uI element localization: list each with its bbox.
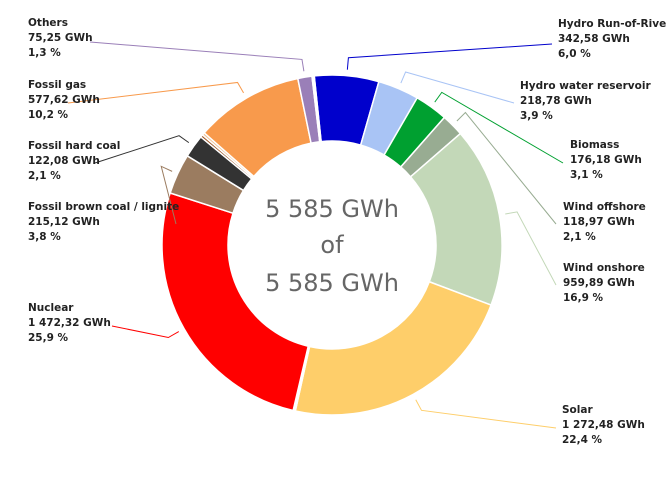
label-name: Biomass xyxy=(570,139,619,151)
label-wind-offshore: Wind offshore 118,97 GWh 2,1 % xyxy=(563,201,646,243)
label-percent-label: 2,1 % xyxy=(28,170,61,182)
label-value-label: 118,97 GWh xyxy=(563,216,635,228)
label-solar: Solar 1 272,48 GWh 22,4 % xyxy=(562,404,645,446)
label-percent-label: 1,3 % xyxy=(28,47,61,59)
label-name: Hydro water reservoir xyxy=(520,80,651,92)
leader-hydro-run-of-river xyxy=(346,43,553,70)
label-percent-label: 16,9 % xyxy=(563,292,604,304)
label-percent-label: 25,9 % xyxy=(28,332,69,344)
label-percent-label: 2,1 % xyxy=(563,231,596,243)
label-name: Wind offshore xyxy=(563,201,646,213)
label-name: Fossil brown coal / lignite xyxy=(28,201,179,213)
slice-solar[interactable] xyxy=(294,280,492,416)
label-name: Fossil gas xyxy=(28,79,86,91)
label-fossil-hard-coal: Fossil hard coal 122,08 GWh 2,1 % xyxy=(28,140,120,182)
label-name: Hydro Run-of-River xyxy=(558,18,667,30)
label-name: Wind onshore xyxy=(563,262,645,274)
leader-lines xyxy=(67,41,564,429)
label-others: Others 75,25 GWh 1,3 % xyxy=(28,17,93,59)
label-name: Fossil hard coal xyxy=(28,140,120,152)
center-total-line: 5 585 GWh xyxy=(265,195,399,223)
leader-hydro-water-reservoir xyxy=(400,71,515,104)
slice-labels: Hydro Run-of-River 342,58 GWh 6,0 % Hydro w… xyxy=(28,17,667,446)
leader-fossil-gas xyxy=(67,81,245,104)
label-percent-label: 10,2 % xyxy=(28,109,69,121)
label-value-label: 215,12 GWh xyxy=(28,216,100,228)
label-fossil-brown-coal-lignite: Fossil brown coal / lignite 215,12 GWh 3,8… xyxy=(28,201,179,243)
label-percent-label: 3,9 % xyxy=(520,110,553,122)
label-percent-label: 3,8 % xyxy=(28,231,61,243)
leader-nuclear xyxy=(111,325,180,339)
label-value-label: 577,62 GWh xyxy=(28,94,100,106)
leader-biomass xyxy=(434,91,564,164)
label-value-label: 1 472,32 GWh xyxy=(28,317,111,329)
label-name: Solar xyxy=(562,404,593,416)
leader-fossil-hard-coal xyxy=(94,135,190,164)
label-wind-onshore: Wind onshore 959,89 GWh 16,9 % xyxy=(563,262,645,304)
leader-wind-onshore xyxy=(505,211,557,286)
donut-slices xyxy=(161,74,503,416)
label-name: Nuclear xyxy=(28,302,74,314)
label-value-label: 959,89 GWh xyxy=(563,277,635,289)
leader-solar xyxy=(415,399,557,429)
label-nuclear: Nuclear 1 472,32 GWh 25,9 % xyxy=(28,302,111,344)
label-value-label: 75,25 GWh xyxy=(28,32,93,44)
label-percent-label: 22,4 % xyxy=(562,434,603,446)
leader-others xyxy=(89,41,305,72)
label-value-label: 1 272,48 GWh xyxy=(562,419,645,431)
center-of-line: of xyxy=(320,231,344,259)
leader-wind-offshore xyxy=(456,111,557,225)
center-max-line: 5 585 GWh xyxy=(265,269,399,297)
leader-fossil-brown-coal-lignite xyxy=(160,165,177,225)
center-text: 5 585 GWh of 5 585 GWh xyxy=(265,195,399,297)
label-value-label: 218,78 GWh xyxy=(520,95,592,107)
slice-nuclear[interactable] xyxy=(161,192,310,412)
label-value-label: 342,58 GWh xyxy=(558,33,630,45)
label-percent-label: 6,0 % xyxy=(558,48,591,60)
label-value-label: 176,18 GWh xyxy=(570,154,642,166)
label-value-label: 122,08 GWh xyxy=(28,155,100,167)
label-fossil-gas: Fossil gas 577,62 GWh 10,2 % xyxy=(28,79,100,121)
label-percent-label: 3,1 % xyxy=(570,169,603,181)
label-hydro-water-reservoir: Hydro water reservoir 218,78 GWh 3,9 % xyxy=(520,80,651,122)
label-biomass: Biomass 176,18 GWh 3,1 % xyxy=(570,139,642,181)
label-name: Others xyxy=(28,17,68,29)
label-hydro-run-of-river: Hydro Run-of-River 342,58 GWh 6,0 % xyxy=(558,18,667,60)
slice-minor-16[interactable] xyxy=(312,75,322,143)
